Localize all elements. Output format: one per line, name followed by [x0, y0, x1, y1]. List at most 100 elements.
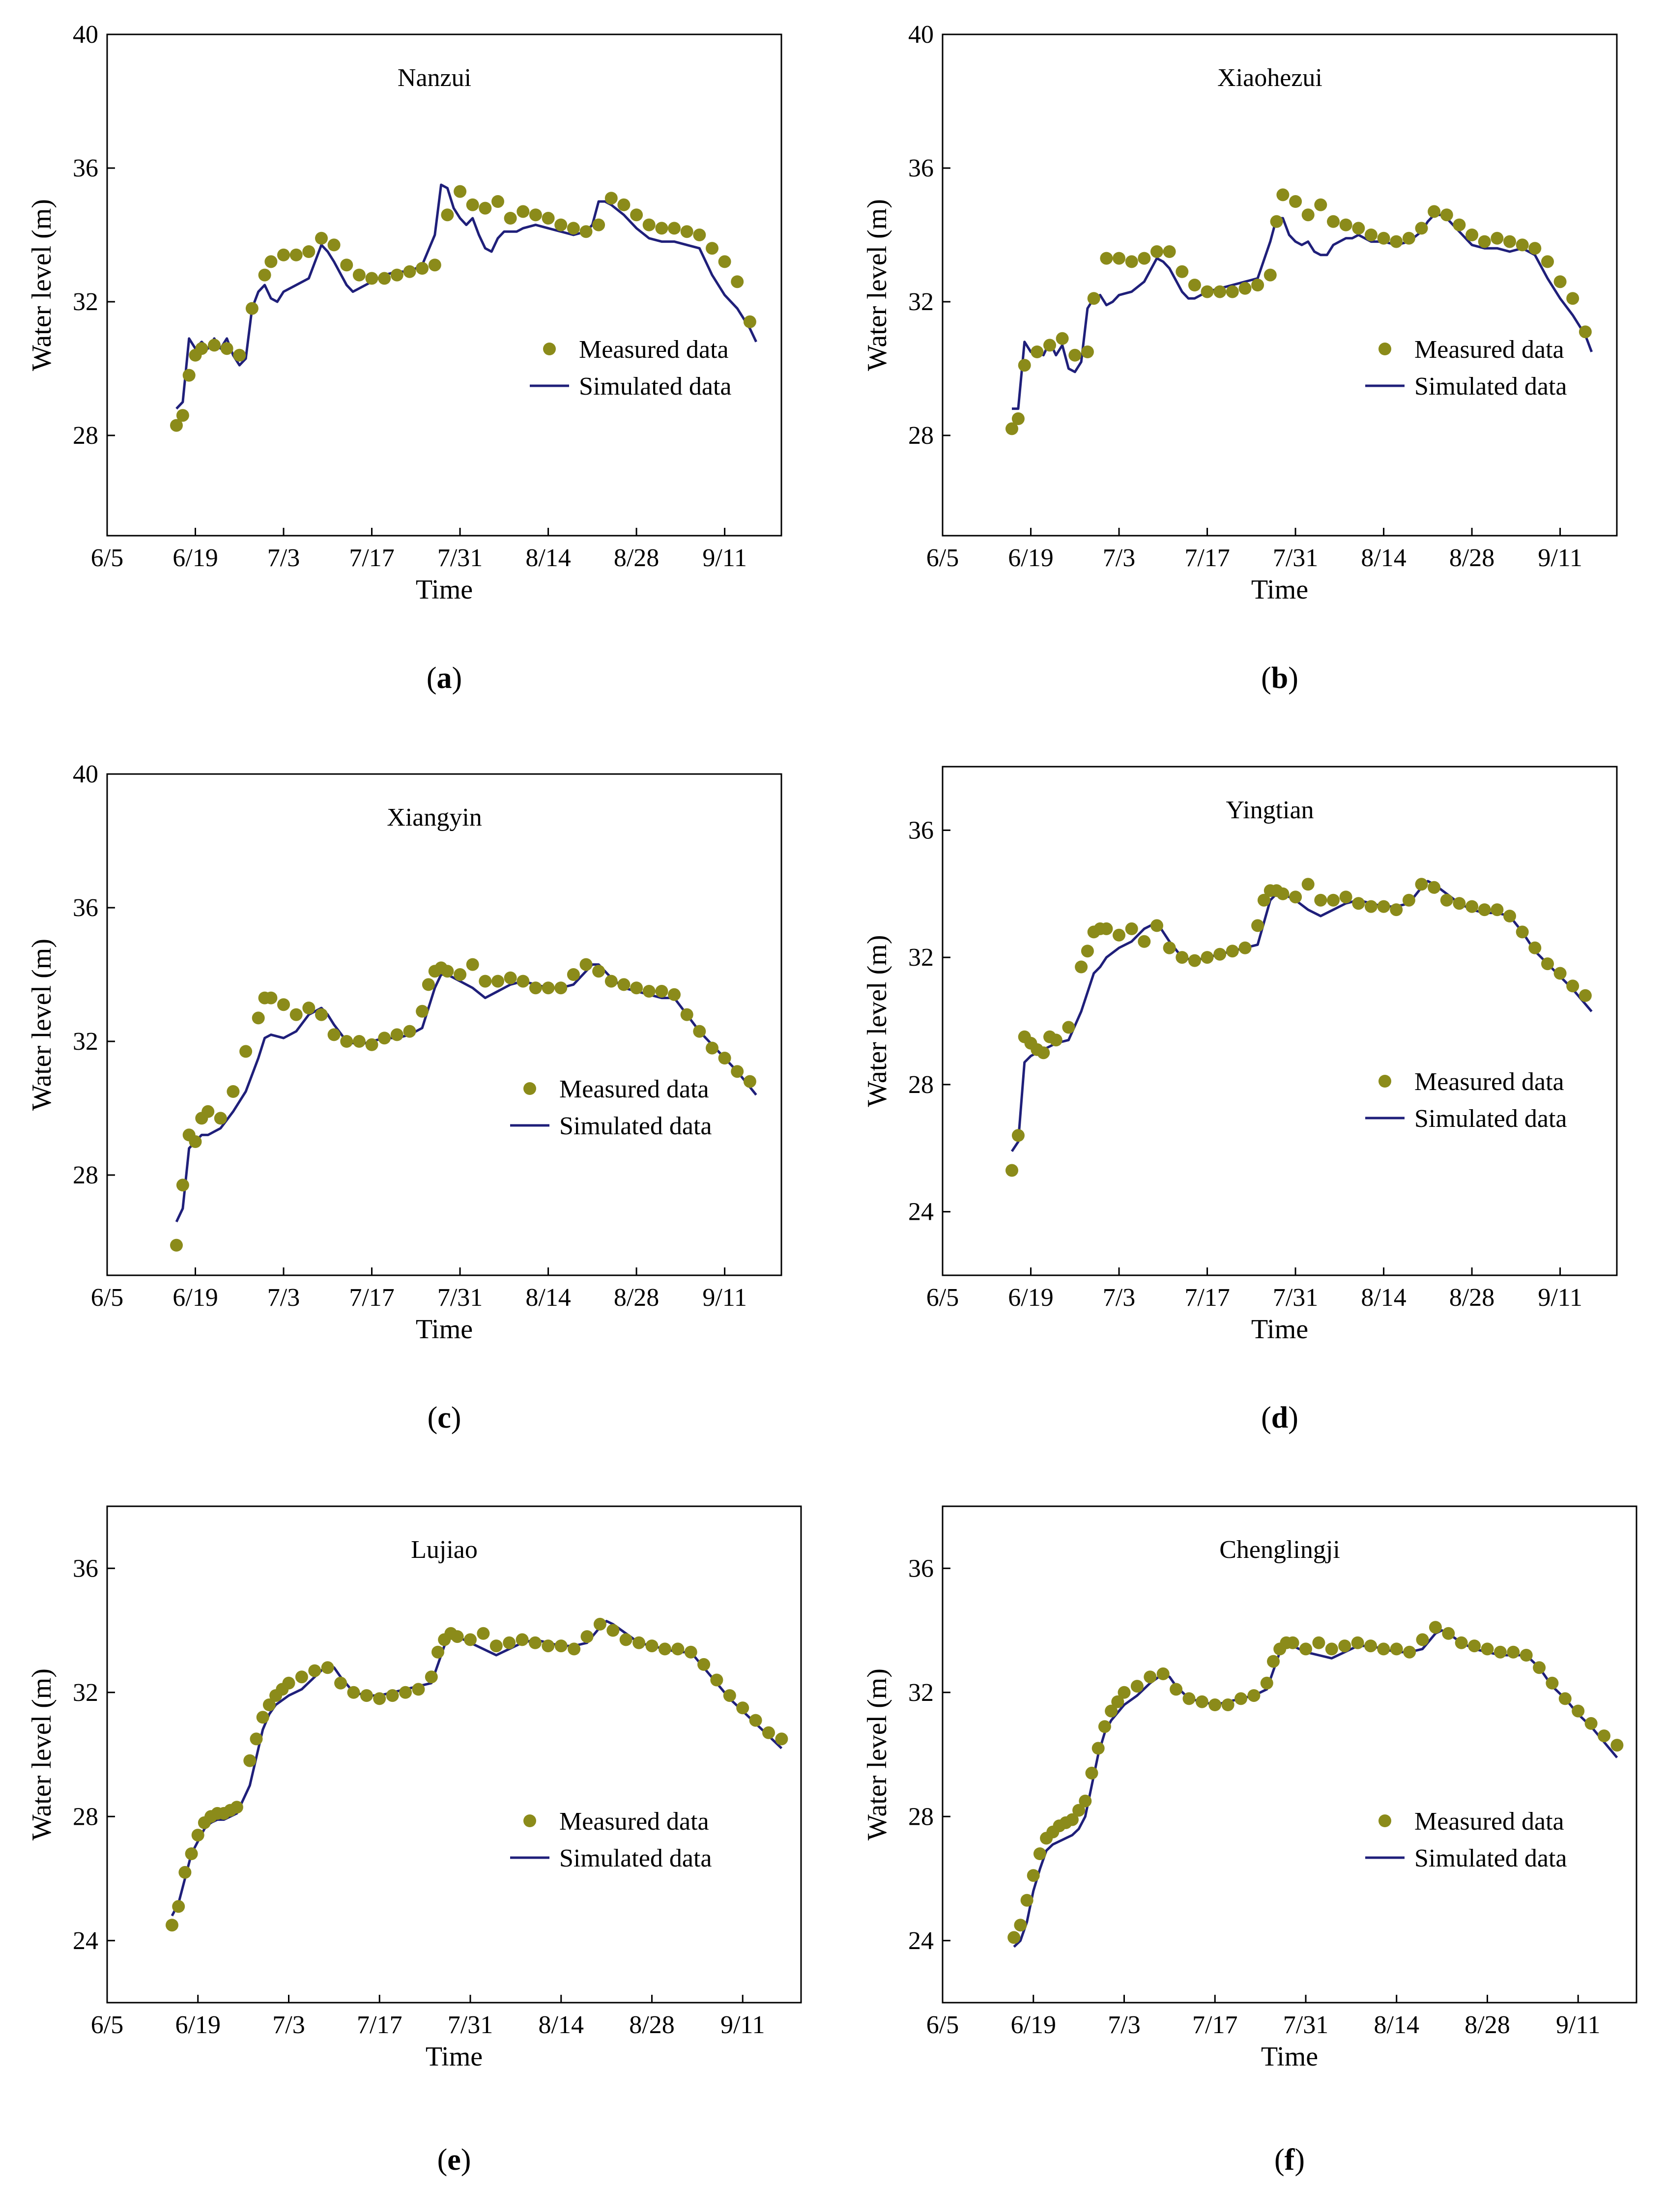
legend-label-simulated: Simulated data — [579, 373, 731, 401]
measured-data-point — [352, 268, 366, 282]
measured-data-point — [1429, 1621, 1442, 1634]
x-tick-label: 6/19 — [172, 1284, 218, 1312]
measured-data-point — [1528, 941, 1542, 954]
measured-data-point — [1056, 332, 1069, 345]
y-tick-label: 32 — [908, 944, 934, 972]
measured-data-point — [277, 998, 290, 1011]
x-axis-label: Time — [1251, 575, 1308, 605]
measured-data-point — [289, 248, 303, 261]
x-axis-label: Time — [1251, 1314, 1308, 1345]
measured-data-point — [1455, 1636, 1468, 1649]
panel-label: (f) — [1274, 2143, 1305, 2177]
y-axis-label: Water level (m) — [27, 939, 57, 1111]
measured-data-point — [617, 978, 631, 991]
legend: Measured data Simulated data — [1365, 1068, 1567, 1133]
measured-data-point — [568, 1642, 581, 1656]
measured-data-point — [1491, 903, 1504, 917]
measured-data-point — [1351, 1636, 1364, 1649]
y-tick-label: 32 — [73, 1679, 98, 1707]
measured-data-point — [684, 1645, 697, 1659]
measured-data-point — [302, 245, 316, 258]
measured-data-point — [1087, 292, 1100, 305]
measured-data-point — [1541, 957, 1554, 971]
measured-data-point — [239, 1045, 253, 1058]
measured-data-point — [1491, 231, 1504, 245]
measured-data-point — [1377, 1642, 1390, 1656]
measured-data-point — [295, 1670, 308, 1684]
y-axis-label: Water level (m) — [862, 935, 892, 1107]
x-tick-label: 7/31 — [437, 544, 483, 572]
legend-marker-measured — [543, 343, 556, 355]
measured-data-point — [1138, 935, 1151, 948]
measured-data-point — [390, 268, 403, 282]
measured-data-point — [466, 198, 479, 211]
measured-data-point — [630, 208, 643, 222]
chart-panel-5: 6/5 6/19 7/3 7/17 7/31 8/14 8/28 9/11 24 28 32 36 Ti… — [27, 1505, 802, 2177]
x-tick-label: 9/11 — [720, 2011, 765, 2039]
measured-data-point — [542, 981, 555, 995]
y-axis-label: Water level (m) — [27, 199, 57, 371]
measured-data-point — [1081, 945, 1094, 958]
simulated-series-line — [1013, 1629, 1618, 1948]
measured-data-point — [454, 185, 467, 198]
measured-data-point — [542, 1639, 555, 1653]
y-tick-label: 32 — [908, 288, 934, 316]
measured-data-point — [185, 1847, 198, 1860]
measured-data-point — [1208, 1698, 1222, 1711]
measured-data-point — [1049, 1034, 1062, 1047]
measured-data-point — [479, 201, 492, 215]
measured-data-point — [1062, 1021, 1075, 1034]
measured-data-point — [233, 348, 246, 362]
measured-data-point — [1176, 265, 1189, 278]
measured-data-point — [1610, 1739, 1624, 1752]
measured-data-point — [619, 1633, 632, 1646]
measured-data-point — [1018, 359, 1031, 372]
chart-title: Nanzui — [398, 64, 471, 92]
measured-data-point — [1493, 1645, 1507, 1659]
measured-data-point — [542, 212, 555, 225]
measured-data-point — [227, 1085, 240, 1098]
measured-data-point — [1247, 1689, 1261, 1702]
measured-data-point — [1390, 235, 1403, 248]
measured-data-point — [1579, 325, 1592, 339]
x-tick-label: 7/3 — [1103, 1284, 1135, 1312]
plot-frame — [942, 766, 1618, 1276]
measured-data-point — [1150, 245, 1163, 258]
measured-data-point — [479, 975, 492, 988]
measured-data-point — [1188, 279, 1201, 291]
measured-data-point — [1503, 910, 1516, 922]
x-tick-label: 8/14 — [525, 544, 571, 572]
measured-data-point — [1100, 922, 1113, 935]
measured-data-point — [1402, 231, 1415, 245]
legend: Measured data Simulated data — [510, 1808, 712, 1872]
measured-data-point — [775, 1732, 788, 1746]
measured-data-point — [282, 1676, 295, 1690]
measured-data-point — [1033, 1847, 1046, 1860]
measured-data-point — [516, 1633, 529, 1646]
measured-data-point — [630, 981, 643, 995]
x-tick-label: 9/11 — [702, 544, 747, 572]
x-tick-label: 6/5 — [91, 544, 123, 572]
measured-data-point — [360, 1689, 373, 1702]
legend-label-measured: Measured data — [579, 336, 729, 364]
y-tick-label: 28 — [73, 1161, 98, 1189]
measured-data-point — [693, 1025, 706, 1038]
legend-label-simulated: Simulated data — [559, 1844, 712, 1872]
measured-data-point — [334, 1676, 347, 1690]
x-tick-label: 6/5 — [91, 1284, 123, 1312]
measured-data-point — [1263, 268, 1277, 282]
measured-data-point — [1065, 1813, 1079, 1826]
measured-data-point — [579, 958, 593, 971]
measured-data-point — [1163, 941, 1176, 954]
y-tick-label: 36 — [908, 154, 934, 182]
measured-data-point — [668, 988, 681, 1001]
measured-data-point — [1270, 215, 1283, 228]
measured-data-point — [645, 1639, 659, 1653]
measured-data-point — [736, 1701, 749, 1715]
y-tick-label: 36 — [908, 1554, 934, 1582]
measured-data-point — [1125, 922, 1138, 935]
measured-data-point — [1170, 1683, 1183, 1696]
measured-data-point — [172, 1900, 185, 1913]
measured-data-point — [1234, 1692, 1247, 1705]
